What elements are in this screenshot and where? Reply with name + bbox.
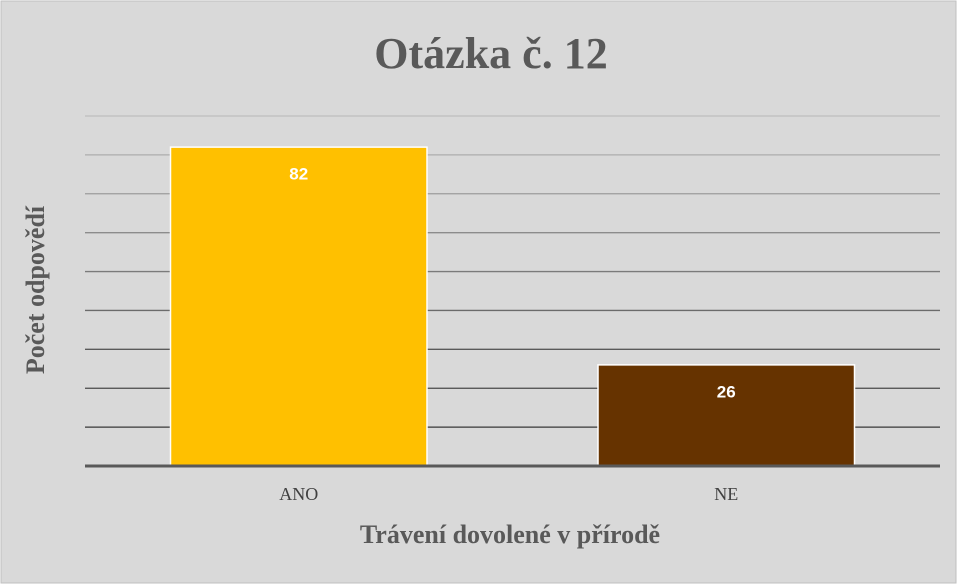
data-label: 82 <box>289 165 308 184</box>
bar <box>597 364 856 467</box>
chart-title: Otázka č. 12 <box>374 29 607 78</box>
x-tick-label: NE <box>714 484 738 504</box>
bar <box>169 146 428 467</box>
x-tick-label: ANO <box>279 484 318 504</box>
data-label: 26 <box>717 382 736 401</box>
x-axis-label: Trávení dovolené v přírodě <box>360 520 660 549</box>
y-axis-label: Počet odpovědí <box>21 205 50 374</box>
